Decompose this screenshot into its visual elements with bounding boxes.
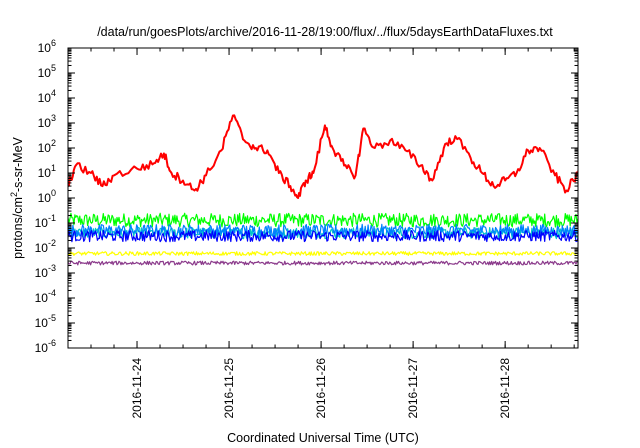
y-tick-label: 106 [38,38,56,55]
y-tick-label: 10-3 [35,263,56,280]
y-tick-label: 10-1 [35,213,56,230]
x-tick-label: 2016-11-26 [314,358,328,419]
y-axis-label: protons/cm2-s-sr-MeV [9,136,25,258]
series-layer [68,114,578,266]
x-tick-label: 2016-11-25 [222,358,236,419]
x-tick-label: 2016-11-24 [130,358,144,419]
x-tick-label: 2016-11-28 [498,358,512,419]
y-tick-label: 100 [38,188,56,205]
y-axis-label-main: protons/cm [11,197,25,259]
y-tick-label: 10-4 [35,288,56,305]
series-line [68,114,578,199]
series-line [68,223,578,238]
y-tick-label: 10-5 [35,313,56,330]
y-tick-label: 104 [38,88,56,105]
x-tick-label: 2016-11-27 [406,358,420,419]
y-tick-label: 102 [38,138,56,155]
x-axis: 2016-11-24 2016-11-25 2016-11-26 2016-11-27… [67,48,575,419]
series-line [68,212,578,228]
series-line [68,229,578,243]
series-line [68,251,578,256]
y-tick-label: 10-6 [35,338,56,355]
y-axis-label-rest: -s-sr-MeV [11,136,25,192]
series-line [68,260,578,266]
y-tick-label: 101 [38,163,56,180]
chart-title: /data/run/goesPlots/archive/2016-11-28/1… [97,25,553,39]
y-tick-label: 105 [38,63,56,80]
y-tick-label: 103 [38,113,56,130]
y-axis: 10-6 10-5 10-4 10-3 10-2 10-1 100 101 102 103 104 1… [35,38,578,355]
y-tick-label: 10-2 [35,238,56,255]
x-axis-label: Coordinated Universal Time (UTC) [227,431,419,445]
plot-frame [67,47,579,349]
y-axis-label-superscript: 2 [9,192,19,197]
